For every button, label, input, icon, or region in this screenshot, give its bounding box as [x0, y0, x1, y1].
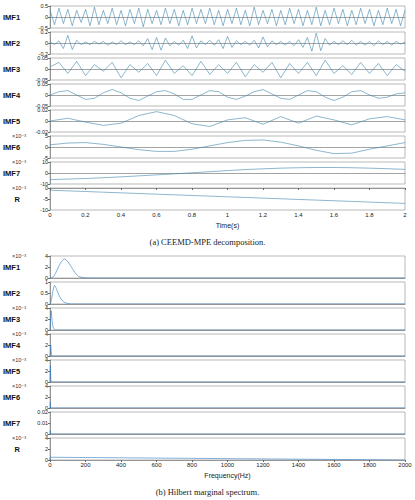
svg-text:IMF3: IMF3	[3, 315, 20, 324]
svg-text:(a) CEEMD-MPE decomposition.: (a) CEEMD-MPE decomposition.	[150, 237, 266, 247]
svg-text:4: 4	[45, 305, 48, 311]
svg-text:0: 0	[45, 431, 49, 437]
svg-text:1600: 1600	[327, 462, 341, 468]
svg-text:×10⁻³: ×10⁻³	[12, 357, 26, 363]
svg-text:0.05: 0.05	[37, 55, 48, 61]
svg-text:2: 2	[45, 316, 48, 322]
svg-text:400: 400	[116, 462, 127, 468]
svg-text:IMF2: IMF2	[3, 289, 20, 298]
svg-text:-10: -10	[40, 207, 48, 213]
svg-text:800: 800	[187, 462, 198, 468]
svg-text:200: 200	[80, 462, 91, 468]
svg-text:(b) Hilbert marginal spectrum.: (b) Hilbert marginal spectrum.	[156, 487, 260, 497]
svg-text:0.5: 0.5	[40, 3, 48, 9]
svg-text:5: 5	[45, 133, 48, 139]
svg-text:1.8: 1.8	[365, 212, 374, 218]
svg-text:IMF4: IMF4	[3, 91, 21, 100]
svg-text:1: 1	[226, 212, 230, 218]
svg-text:0.01: 0.01	[37, 420, 48, 426]
svg-text:0: 0	[45, 92, 48, 98]
svg-text:1.2: 1.2	[259, 212, 268, 218]
svg-text:-0.5: -0.5	[38, 25, 49, 31]
svg-text:0.02: 0.02	[37, 409, 48, 415]
svg-text:2: 2	[403, 212, 407, 218]
svg-text:0: 0	[45, 275, 49, 281]
svg-text:0.8: 0.8	[188, 212, 197, 218]
svg-text:IMF6: IMF6	[3, 143, 20, 152]
svg-text:IMF7: IMF7	[3, 169, 20, 178]
svg-text:4: 4	[45, 253, 48, 259]
svg-text:×10⁻³: ×10⁻³	[12, 185, 26, 191]
svg-text:0: 0	[48, 462, 52, 468]
svg-text:IMF5: IMF5	[3, 367, 20, 376]
svg-text:-0.02: -0.02	[35, 129, 49, 135]
svg-text:2: 2	[45, 394, 48, 400]
svg-text:0: 0	[48, 212, 52, 218]
svg-text:IMF1: IMF1	[3, 13, 20, 22]
svg-text:R: R	[15, 445, 21, 454]
svg-text:1.4: 1.4	[294, 212, 303, 218]
svg-text:-5: -5	[43, 155, 49, 161]
svg-text:-0.05: -0.05	[35, 77, 49, 83]
svg-text:0: 0	[45, 301, 49, 307]
svg-text:1200: 1200	[256, 462, 270, 468]
svg-text:IMF1: IMF1	[3, 263, 20, 272]
svg-text:-5: -5	[43, 196, 48, 202]
svg-text:4: 4	[45, 357, 48, 363]
svg-text:-0.2: -0.2	[38, 51, 49, 57]
svg-text:600: 600	[151, 462, 162, 468]
svg-text:0: 0	[45, 170, 48, 176]
svg-text:0: 0	[45, 118, 48, 124]
svg-text:0.2: 0.2	[81, 212, 90, 218]
svg-text:1000: 1000	[221, 462, 235, 468]
svg-text:-0.05: -0.05	[35, 103, 49, 109]
svg-text:0: 0	[45, 40, 48, 46]
svg-text:10: 10	[42, 159, 48, 165]
svg-text:Frequency(Hz): Frequency(Hz)	[204, 472, 250, 480]
svg-text:0.05: 0.05	[37, 81, 48, 87]
svg-text:×10⁻³: ×10⁻³	[12, 253, 26, 259]
svg-text:IMF5: IMF5	[3, 117, 20, 126]
svg-text:2: 2	[45, 446, 48, 452]
svg-text:0: 0	[45, 66, 48, 72]
svg-text:1400: 1400	[292, 462, 306, 468]
svg-text:1800: 1800	[363, 462, 377, 468]
svg-text:1: 1	[45, 279, 48, 285]
svg-text:IMF7: IMF7	[3, 419, 20, 428]
svg-text:0.5: 0.5	[40, 290, 48, 296]
svg-text:2: 2	[45, 368, 48, 374]
svg-text:×10⁻³: ×10⁻³	[12, 305, 26, 311]
svg-text:2000: 2000	[398, 462, 412, 468]
svg-text:0: 0	[45, 379, 49, 385]
svg-text:0: 0	[44, 457, 48, 463]
svg-text:×10⁻³: ×10⁻³	[12, 331, 26, 337]
svg-text:×10⁻³: ×10⁻³	[12, 133, 26, 139]
svg-text:IMF3: IMF3	[3, 65, 20, 74]
svg-text:IMF4: IMF4	[3, 341, 21, 350]
svg-text:0: 0	[45, 353, 49, 359]
svg-text:0: 0	[45, 144, 48, 150]
svg-text:4: 4	[45, 331, 48, 337]
svg-text:×10⁻³: ×10⁻³	[12, 435, 26, 441]
svg-text:1.6: 1.6	[330, 212, 339, 218]
svg-text:2: 2	[45, 342, 48, 348]
svg-text:IMF6: IMF6	[3, 393, 20, 402]
svg-text:0.4: 0.4	[117, 212, 126, 218]
svg-text:Time(s): Time(s)	[216, 222, 239, 230]
svg-text:-10: -10	[40, 181, 49, 187]
svg-text:0.02: 0.02	[37, 107, 48, 113]
svg-text:4: 4	[45, 383, 48, 389]
svg-text:0: 0	[45, 14, 48, 20]
svg-text:×10⁻³: ×10⁻³	[12, 383, 26, 389]
svg-text:R: R	[15, 195, 21, 204]
svg-text:0.2: 0.2	[40, 29, 48, 35]
svg-text:0: 0	[45, 327, 49, 333]
svg-text:0.6: 0.6	[152, 212, 161, 218]
svg-text:IMF2: IMF2	[3, 39, 20, 48]
svg-text:0: 0	[45, 185, 48, 191]
svg-text:4: 4	[45, 435, 48, 441]
svg-text:×10⁻³: ×10⁻³	[12, 159, 26, 165]
svg-text:0: 0	[45, 405, 49, 411]
svg-text:2: 2	[45, 264, 48, 270]
